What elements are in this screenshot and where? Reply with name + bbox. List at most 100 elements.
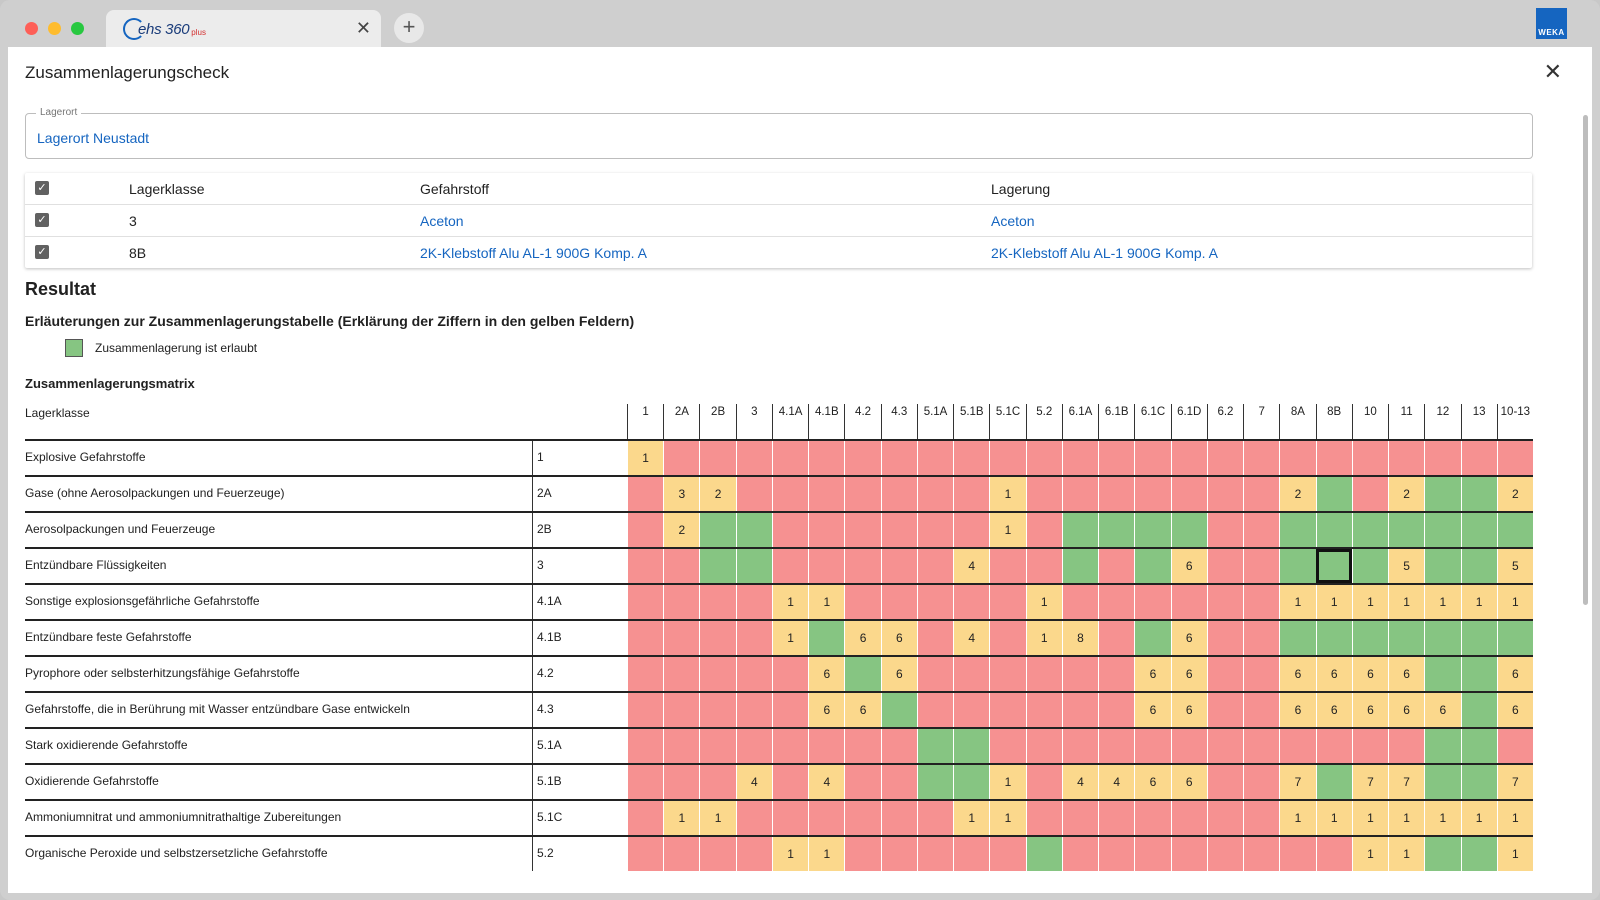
matrix-cell[interactable] [627, 549, 664, 583]
matrix-cell[interactable] [1243, 549, 1280, 583]
matrix-cell[interactable] [1279, 837, 1316, 871]
matrix-cell[interactable] [916, 657, 954, 691]
matrix-cell[interactable] [663, 729, 700, 763]
matrix-cell[interactable]: 1 [953, 801, 990, 835]
matrix-cell[interactable] [1424, 477, 1461, 511]
matrix-cell[interactable] [1025, 801, 1062, 835]
matrix-cell[interactable]: 6 [844, 621, 881, 655]
matrix-cell[interactable] [1460, 657, 1497, 691]
matrix-cell[interactable] [989, 441, 1026, 475]
matrix-cell[interactable] [953, 477, 990, 511]
matrix-cell[interactable] [1098, 693, 1135, 727]
matrix-cell[interactable] [1098, 801, 1135, 835]
matrix-cell[interactable] [808, 477, 845, 511]
matrix-cell[interactable] [1279, 513, 1316, 547]
matrix-cell[interactable] [989, 657, 1026, 691]
matrix-cell[interactable]: 2 [1388, 477, 1425, 511]
matrix-cell[interactable]: 1 [989, 765, 1026, 799]
matrix-cell[interactable] [1134, 513, 1171, 547]
matrix-cell[interactable] [1424, 621, 1461, 655]
matrix-cell[interactable] [953, 693, 990, 727]
matrix-cell[interactable] [699, 621, 736, 655]
matrix-cell[interactable] [1351, 729, 1389, 763]
matrix-cell[interactable] [880, 801, 917, 835]
matrix-cell[interactable] [808, 621, 845, 655]
matrix-cell[interactable] [627, 513, 664, 547]
matrix-cell[interactable] [627, 585, 664, 619]
matrix-cell[interactable]: 1 [627, 441, 664, 475]
row-lagerung-link[interactable]: Aceton [991, 213, 1035, 229]
matrix-cell[interactable] [989, 585, 1026, 619]
matrix-cell[interactable] [1315, 837, 1352, 871]
matrix-cell[interactable] [880, 729, 917, 763]
matrix-cell[interactable] [880, 837, 917, 871]
select-all-checkbox[interactable]: ✓ [35, 181, 49, 195]
row-checkbox[interactable]: ✓ [35, 245, 49, 259]
matrix-cell[interactable] [1388, 729, 1425, 763]
matrix-cell[interactable] [735, 801, 772, 835]
matrix-cell[interactable]: 4 [953, 621, 990, 655]
matrix-cell[interactable] [1243, 585, 1280, 619]
matrix-cell[interactable] [1460, 765, 1497, 799]
matrix-cell[interactable] [699, 657, 736, 691]
matrix-cell[interactable] [699, 693, 736, 727]
matrix-cell[interactable]: 5 [1388, 549, 1425, 583]
matrix-cell[interactable] [1134, 441, 1171, 475]
matrix-cell[interactable] [1460, 837, 1497, 871]
matrix-cell[interactable] [1025, 693, 1062, 727]
matrix-cell[interactable]: 6 [1170, 657, 1207, 691]
matrix-cell[interactable] [953, 585, 990, 619]
matrix-cell[interactable] [735, 693, 772, 727]
matrix-cell[interactable] [699, 549, 736, 583]
matrix-cell[interactable]: 1 [1315, 585, 1352, 619]
matrix-cell[interactable] [627, 837, 664, 871]
matrix-cell[interactable] [1134, 477, 1171, 511]
matrix-cell[interactable] [699, 441, 736, 475]
matrix-cell[interactable]: 4 [1061, 765, 1099, 799]
matrix-cell[interactable] [953, 441, 990, 475]
matrix-cell[interactable] [1170, 801, 1207, 835]
matrix-cell[interactable] [735, 549, 772, 583]
matrix-cell[interactable] [1206, 765, 1244, 799]
matrix-cell[interactable] [808, 801, 845, 835]
matrix-cell[interactable]: 6 [1134, 765, 1171, 799]
matrix-cell[interactable] [1206, 513, 1244, 547]
matrix-cell[interactable] [1315, 729, 1352, 763]
matrix-cell[interactable] [1279, 621, 1316, 655]
matrix-cell[interactable] [735, 621, 772, 655]
matrix-cell[interactable]: 1 [1496, 801, 1533, 835]
matrix-cell[interactable] [1315, 549, 1352, 583]
matrix-cell[interactable]: 8 [1061, 621, 1099, 655]
matrix-cell[interactable]: 4 [953, 549, 990, 583]
matrix-cell[interactable]: 1 [1351, 585, 1389, 619]
matrix-cell[interactable] [1025, 549, 1062, 583]
matrix-cell[interactable] [1025, 477, 1062, 511]
matrix-cell[interactable] [735, 657, 772, 691]
matrix-cell[interactable] [1315, 513, 1352, 547]
matrix-cell[interactable]: 4 [808, 765, 845, 799]
matrix-cell[interactable]: 1 [1025, 621, 1062, 655]
tab-close-icon[interactable]: ✕ [355, 18, 371, 38]
matrix-cell[interactable]: 6 [1424, 693, 1461, 727]
matrix-cell[interactable] [1424, 729, 1461, 763]
matrix-cell[interactable]: 1 [1460, 585, 1497, 619]
matrix-cell[interactable] [627, 657, 664, 691]
matrix-cell[interactable] [844, 729, 881, 763]
matrix-cell[interactable]: 5 [1496, 549, 1533, 583]
matrix-cell[interactable] [1460, 513, 1497, 547]
matrix-cell[interactable]: 2 [1279, 477, 1316, 511]
matrix-cell[interactable] [844, 837, 881, 871]
matrix-cell[interactable] [1061, 729, 1099, 763]
matrix-cell[interactable] [880, 513, 917, 547]
matrix-cell[interactable] [1351, 441, 1389, 475]
matrix-cell[interactable]: 1 [1496, 837, 1533, 871]
matrix-cell[interactable] [627, 765, 664, 799]
matrix-cell[interactable]: 6 [844, 693, 881, 727]
matrix-cell[interactable] [989, 837, 1026, 871]
matrix-cell[interactable] [916, 693, 954, 727]
matrix-cell[interactable] [1061, 801, 1099, 835]
matrix-cell[interactable] [1496, 513, 1533, 547]
matrix-cell[interactable] [627, 801, 664, 835]
matrix-cell[interactable] [880, 549, 917, 583]
matrix-cell[interactable] [1460, 549, 1497, 583]
